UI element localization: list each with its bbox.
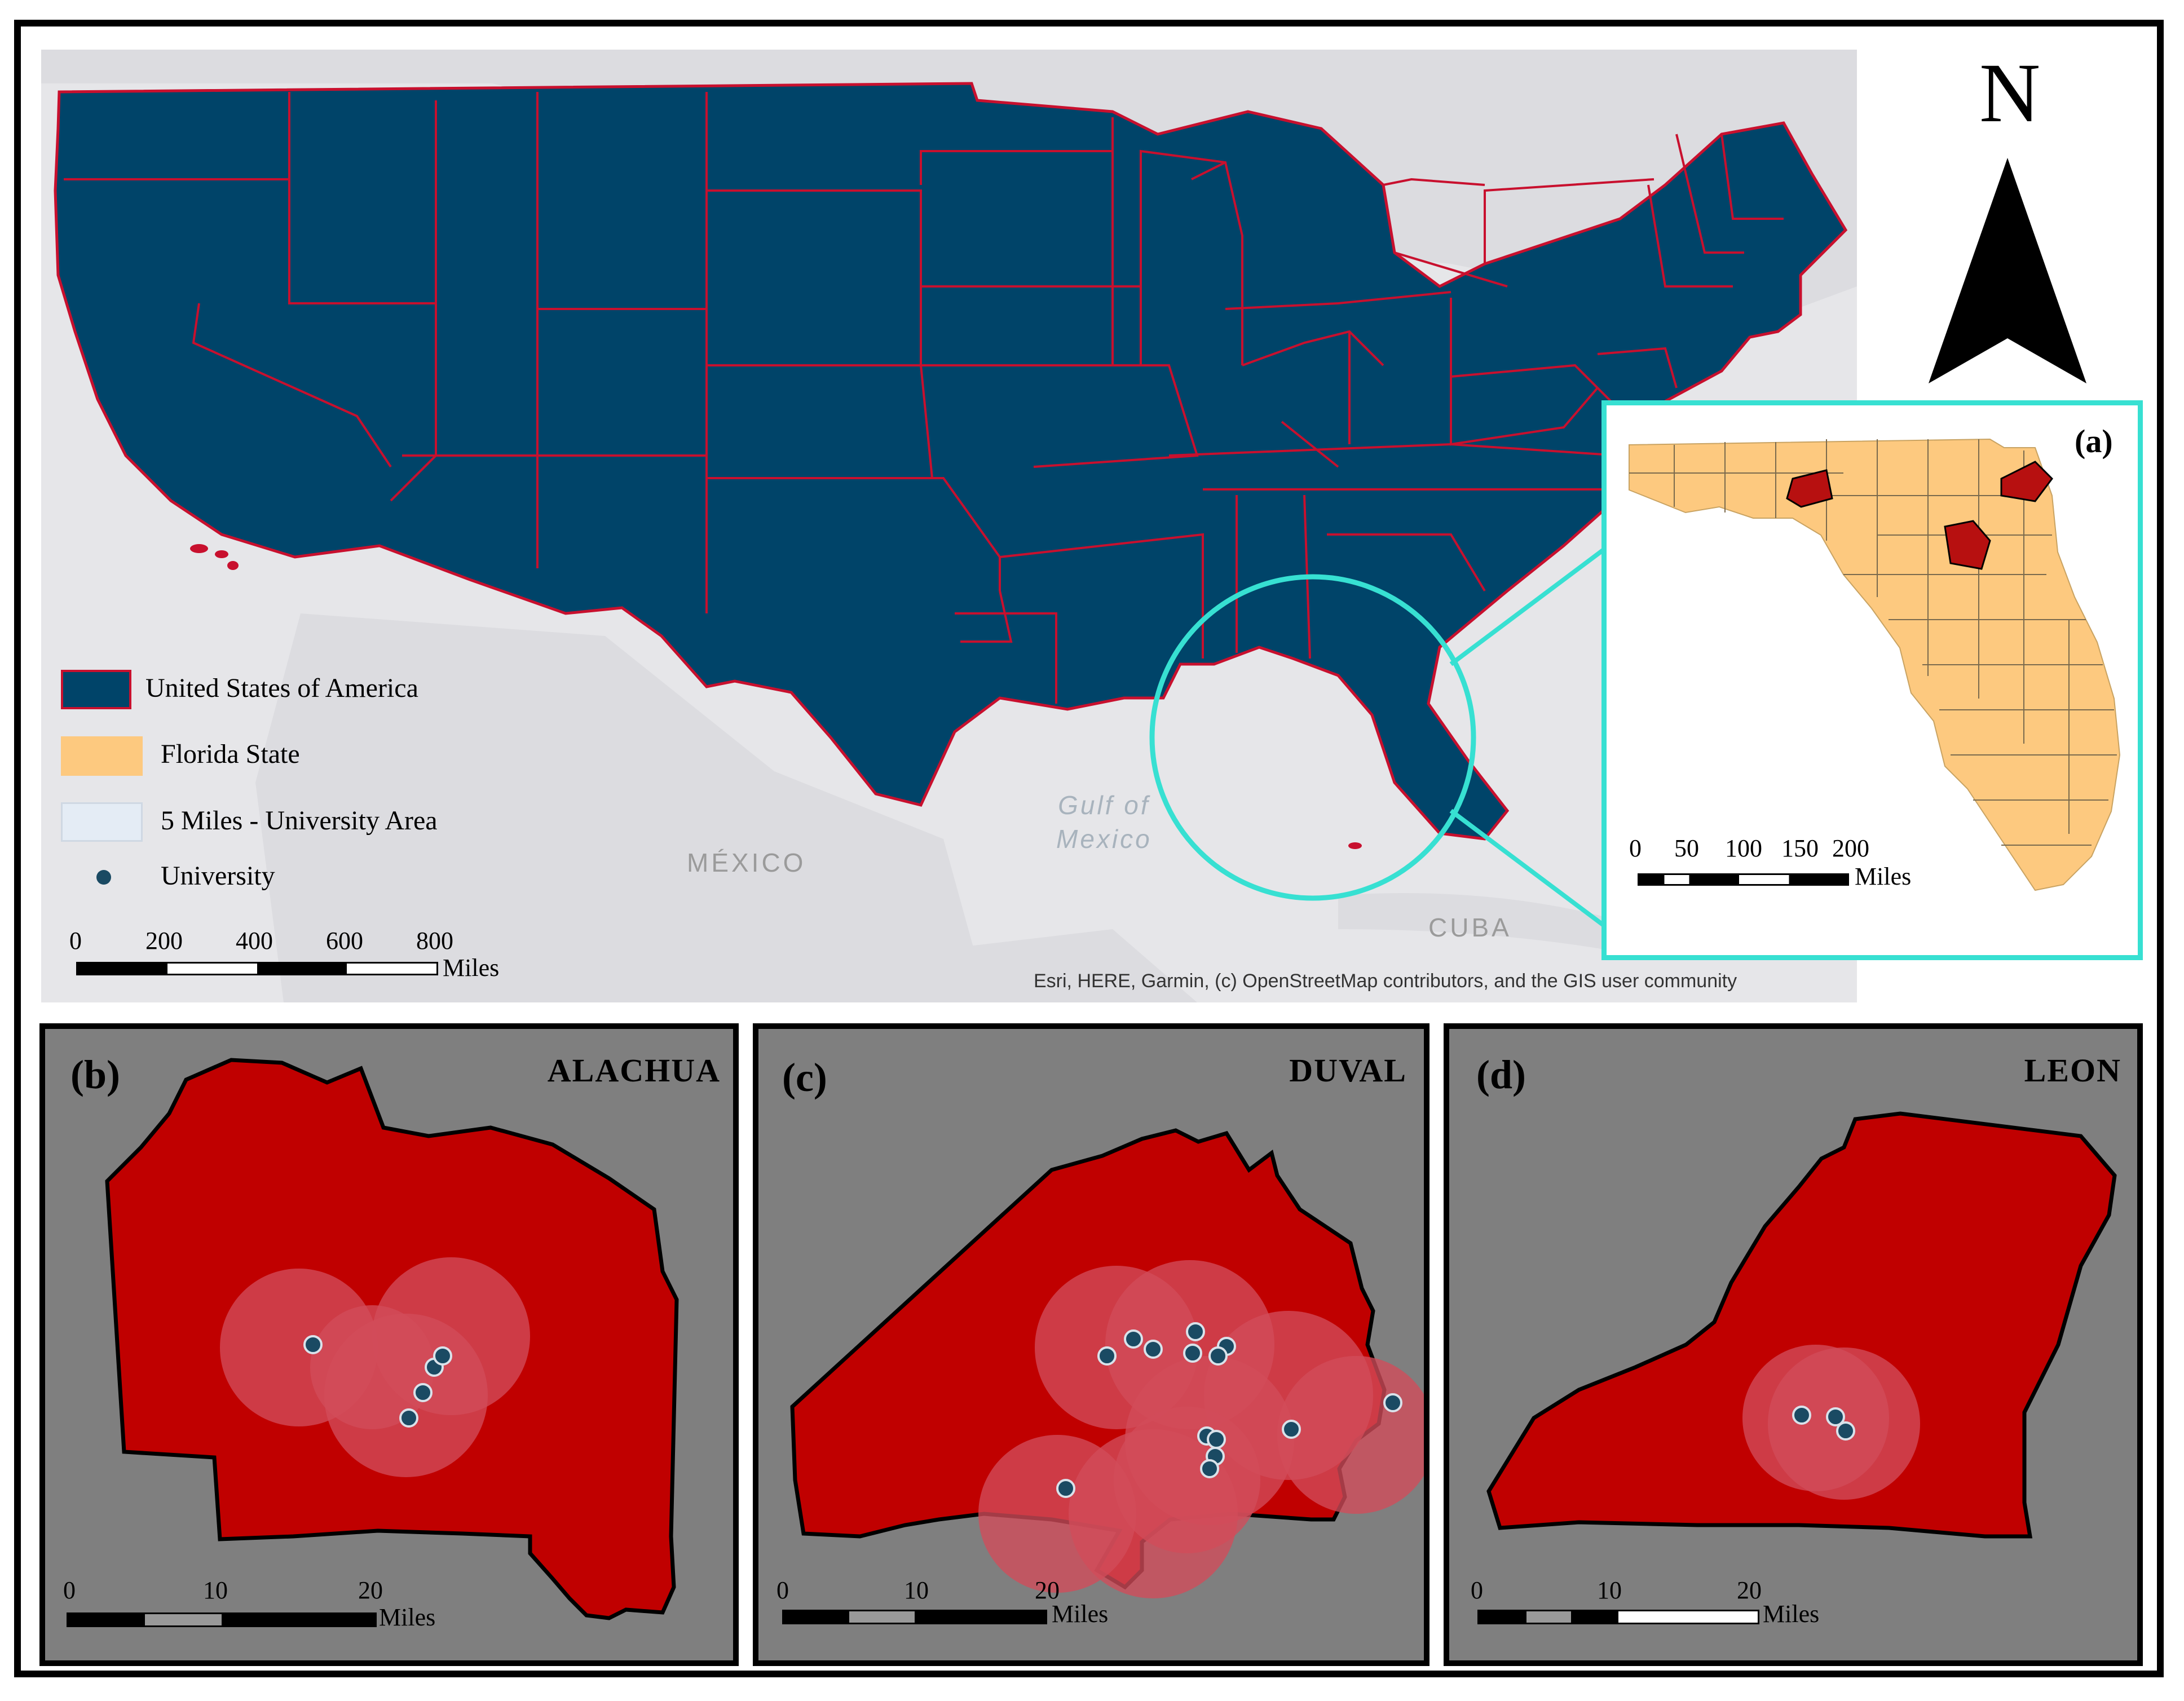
duval-inset-shape [2000,461,2053,502]
cuba-basemap [1338,893,1648,957]
gulf-label-line2: Mexico [1056,824,1152,854]
alachua-scale-bar-graphic [67,1612,377,1627]
alachua-scale-unit: Miles [379,1603,436,1631]
alachua-inset-shape [1944,520,1991,570]
university-point [303,1335,323,1354]
university-point [1282,1420,1301,1439]
panel-c-label: (c) [782,1055,827,1100]
panel-leon[interactable]: (d) LEON 0 10 20 Miles [1444,1023,2143,1666]
leon-universities [1792,1406,1855,1441]
main-scale-tick-600: 600 [326,927,363,955]
panel-c-title: DUVAL [1289,1052,1407,1089]
leon-scale-bar-graphic [1477,1610,1759,1624]
panel-b-title: ALACHUA [547,1052,721,1089]
main-map[interactable]: MÉXICO CUBA Gulf of Mexico United States… [41,50,1857,1002]
duval-universities [1056,1322,1402,1498]
florida-map-svg [1629,438,2121,891]
university-point [1144,1340,1163,1359]
mexico-basemap [255,613,989,1002]
leon-scale-tick-0: 0 [1471,1576,1483,1604]
legend-swatch-florida [61,736,143,776]
duval-map-svg [790,1128,1424,1598]
duval-scale-tick-0: 0 [776,1576,789,1604]
inset-scale-tick-0: 0 [1629,834,1642,862]
florida-state-shape [1629,438,2121,891]
university-point [433,1346,452,1366]
north-arrow-icon [1929,158,2086,383]
alachua-map-svg [105,1058,679,1620]
alachua-scale-tick-0: 0 [63,1576,76,1604]
leon-county-shape [1486,1111,2117,1539]
legend-university-dot [96,870,111,885]
panel-d-label: (d) [1476,1052,1526,1097]
legend-label-university: University [161,861,275,891]
map-attribution: Esri, HERE, Garmin, (c) OpenStreetMap co… [1034,970,1737,992]
us-map-svg [41,50,1857,1002]
florida-highlight-circle [1149,574,1476,901]
university-point [1826,1407,1845,1426]
university-point [399,1408,418,1428]
duval-scale-bar-graphic [782,1610,1047,1624]
main-scale-tick-200: 200 [145,927,183,955]
inset-scale-bar-graphic [1638,873,1849,886]
legend-label-florida: Florida State [161,739,300,769]
leon-inset-shape [1786,469,1833,508]
alachua-scale-tick-10: 10 [203,1576,228,1604]
inset-scale-tick-50: 50 [1674,834,1699,862]
main-scale-bar-graphic [76,962,438,975]
university-point [413,1383,433,1402]
inset-scale-tick-200: 200 [1832,834,1869,862]
university-point [1183,1344,1202,1363]
alachua-scale-tick-20: 20 [358,1576,383,1604]
inset-connector-bottom [1449,808,1611,931]
state-boundaries [64,92,1784,704]
north-label: N [1979,46,2041,140]
duval-scale-tick-10: 10 [904,1576,929,1604]
inset-connector-top [1449,544,1611,666]
panel-duval[interactable]: (c) DUVAL 0 10 20 Miles [753,1023,1429,1666]
mexico-label: MÉXICO [687,848,806,877]
inset-scale-unit: Miles [1855,863,1912,890]
leon-scale-tick-10: 10 [1597,1576,1622,1604]
inset-a-label: (a) [2075,423,2113,460]
panel-b-label: (b) [70,1052,120,1097]
inset-scale-tick-100: 100 [1725,834,1762,862]
main-scale-tick-800: 800 [416,927,453,955]
main-scale-tick-0: 0 [69,927,82,955]
university-point [1097,1346,1117,1366]
university-point [1186,1322,1205,1341]
university-point [1056,1479,1075,1498]
university-point [1124,1329,1143,1349]
alachua-universities [303,1335,452,1428]
legend-label-usa: United States of America [145,673,418,703]
leon-map-svg [1486,1111,2117,1539]
florida-county-lines [1629,439,2117,846]
legend-label-buffer: 5 Miles - University Area [161,806,438,836]
duval-scale-tick-20: 20 [1035,1576,1060,1604]
islands [190,544,1362,849]
legend-swatch-buffer [61,802,143,842]
leon-scale-tick-20: 20 [1737,1576,1762,1604]
main-scale-unit: Miles [443,954,500,982]
university-point [1792,1406,1811,1425]
university-point [1208,1346,1228,1366]
duval-scale-unit: Miles [1052,1600,1109,1628]
florida-inset[interactable]: (a) 0 50 100 150 200 Miles [1601,400,2143,960]
gulf-of-mexico-label: Gulf of Mexico [1056,788,1152,856]
leon-scale-unit: Miles [1763,1600,1820,1628]
panel-alachua[interactable]: (b) ALACHUA 0 10 20 Miles [39,1023,739,1666]
university-point [1200,1459,1219,1478]
inset-scale-tick-150: 150 [1781,834,1819,862]
university-point [1383,1393,1402,1412]
legend-swatch-usa [61,670,131,709]
university-point [1207,1430,1226,1449]
panel-d-title: LEON [2024,1052,2121,1089]
cuba-label: CUBA [1428,913,1512,942]
university-point [1836,1421,1855,1441]
canada-basemap [41,50,1857,343]
main-scale-tick-400: 400 [236,927,273,955]
caribbean-basemap [921,929,1197,1002]
gulf-label-line1: Gulf of [1058,790,1150,820]
